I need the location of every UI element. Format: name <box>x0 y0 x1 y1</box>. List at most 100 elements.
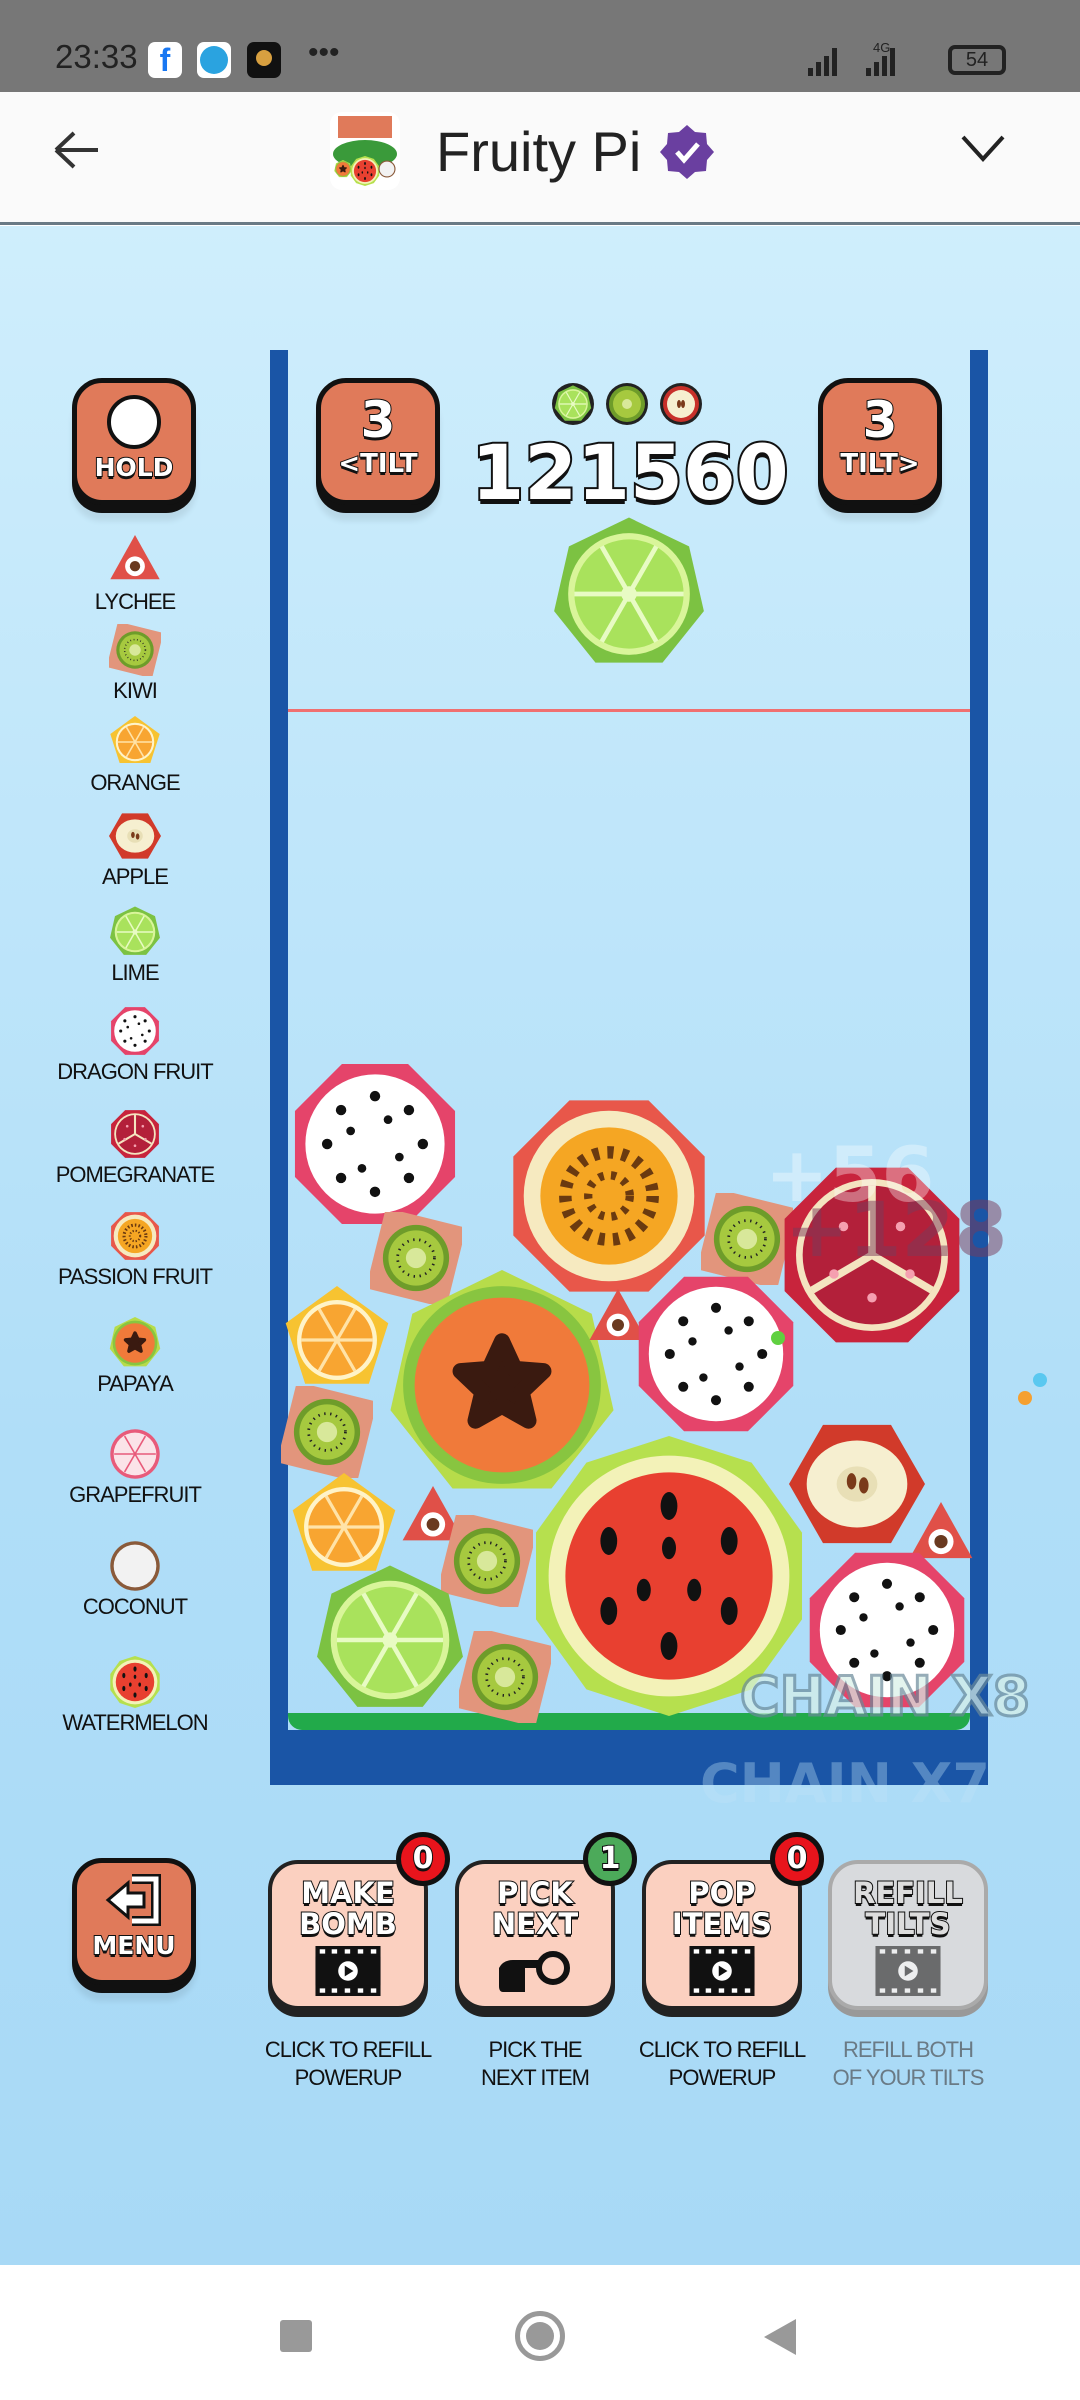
legend-label: COCONUT <box>82 1594 188 1619</box>
powerup-title-line1: POP <box>687 1876 756 1910</box>
more-notifications-icon: ••• <box>308 36 340 69</box>
status-bar: 23:33 f ••• 4G 54 <box>0 0 1080 92</box>
facebook-icon: f <box>148 42 182 78</box>
caption-line2: NEXT ITEM <box>481 2065 590 2090</box>
container-right-wall <box>970 350 988 1785</box>
powerup-caption: REFILL BOTH OF YOUR TILTS <box>808 2036 1008 2092</box>
caption-line1: CLICK TO REFILL <box>638 2037 806 2062</box>
current-fruit-lime[interactable] <box>554 518 704 663</box>
fruit-kiwi <box>281 1386 373 1478</box>
points-popup: +56 <box>765 1130 935 1219</box>
back-arrow-icon[interactable] <box>52 130 102 170</box>
caption-line1: REFILL BOTH <box>843 2037 974 2062</box>
legend-item-papaya: PAPAYA <box>30 1317 240 1397</box>
caption-line1: CLICK TO REFILL <box>264 2037 432 2062</box>
tilt-left-label: <TILT <box>337 448 418 480</box>
powerup-caption: CLICK TO REFILL POWERUP <box>248 2036 448 2092</box>
network-type: 4G <box>873 40 891 55</box>
legend-label: WATERMELON <box>62 1710 208 1735</box>
legend-item-orange: ORANGE <box>30 716 240 796</box>
fruit-passionfruit <box>513 1100 704 1291</box>
powerup-count-badge: 1 <box>583 1832 637 1886</box>
video-ad-icon <box>689 1946 755 1996</box>
battery-icon: 54 <box>948 45 1006 75</box>
hold-label: HOLD <box>94 452 175 483</box>
next-fruit-apple <box>660 383 702 425</box>
legend-item-grapefruit: GRAPEFRUIT <box>30 1428 240 1508</box>
exit-icon <box>105 1874 161 1926</box>
container-left-wall <box>270 350 288 1785</box>
legend-label: LIME <box>111 960 159 985</box>
legend-item-passionfruit: PASSION FRUIT <box>30 1210 240 1290</box>
caption-line1: PICK THE <box>488 2037 582 2062</box>
hold-button[interactable]: HOLD <box>72 378 196 505</box>
legend-label: ORANGE <box>90 770 180 795</box>
home-button[interactable] <box>515 2311 565 2361</box>
chain-popup: CHAIN X7 <box>700 1752 990 1815</box>
powerup-make-bomb-button[interactable]: MAKE BOMB <box>268 1860 428 2010</box>
caption-line2: OF YOUR TILTS <box>832 2065 985 2090</box>
legend-label: POMEGRANATE <box>55 1162 216 1187</box>
legend-label: APPLE <box>102 864 169 889</box>
fruit-dragonfruit <box>638 1276 794 1432</box>
fruit-papaya <box>390 1270 613 1489</box>
telegram-icon <box>197 42 231 78</box>
menu-label: MENU <box>91 1930 176 1961</box>
next-fruit-lime <box>552 383 594 425</box>
app-header: Fruity Pi <box>0 92 1080 225</box>
chevron-down-icon[interactable] <box>960 134 1006 164</box>
powerup-title-line2: BOMB <box>298 1907 398 1941</box>
powerup-caption: CLICK TO REFILL POWERUP <box>622 2036 822 2092</box>
powerup-pop-items-button[interactable]: POP ITEMS <box>642 1860 802 2010</box>
powerup-title-line2: TILTS <box>865 1907 952 1941</box>
legend-item-watermelon: WATERMELON <box>30 1656 240 1736</box>
legend-item-coconut: COCONUT <box>30 1540 240 1620</box>
game-icon <box>247 42 281 78</box>
fruit-orange <box>284 1286 390 1386</box>
tilt-left-count: 3 <box>360 390 397 450</box>
pointing-hand-icon <box>499 1951 570 1992</box>
legend-item-lychee: LYCHEE <box>30 535 240 615</box>
danger-line <box>288 709 970 712</box>
fruit-lychee <box>589 1289 647 1340</box>
tilt-right-count: 3 <box>862 390 899 450</box>
chain-popup: CHAIN X8 <box>739 1664 1032 1730</box>
score: 121560 <box>469 426 790 519</box>
powerup-title-line2: NEXT <box>491 1907 579 1941</box>
powerup-pick-next-button[interactable]: PICK NEXT <box>455 1860 615 2010</box>
sparkle-stars-icon <box>771 1331 1047 1405</box>
video-ad-icon <box>315 1946 381 1996</box>
powerup-title-line1: MAKE <box>300 1876 396 1910</box>
legend-label: PAPAYA <box>97 1371 174 1396</box>
powerup-title-line1: PICK <box>496 1876 574 1910</box>
legend-item-pomegranate: POMEGRANATE <box>30 1108 240 1188</box>
legend-label: GRAPEFRUIT <box>69 1482 202 1507</box>
legend-label: DRAGON FRUIT <box>57 1059 213 1084</box>
hold-slot-empty <box>107 395 161 449</box>
fruit-lychee <box>909 1502 973 1559</box>
legend-item-apple: APPLE <box>30 810 240 890</box>
app-logo <box>330 112 400 190</box>
fruit-kiwi <box>459 1631 551 1723</box>
tilt-left-button[interactable]: 3 <TILT <box>316 378 440 505</box>
menu-button[interactable]: MENU <box>72 1858 196 1985</box>
fruit-apple <box>789 1424 925 1544</box>
navigation-bar <box>0 2265 1080 2400</box>
video-ad-icon <box>875 1946 941 1996</box>
clock: 23:33 <box>55 38 138 75</box>
tilt-right-button[interactable]: 3 TILT> <box>818 378 942 505</box>
verified-badge-icon <box>660 125 714 179</box>
legend-label: KIWI <box>113 678 158 703</box>
back-button[interactable] <box>762 2317 798 2357</box>
tilt-right-label: TILT> <box>839 448 920 480</box>
next-fruit-kiwi <box>606 383 648 425</box>
caption-line2: POWERUP <box>294 2065 403 2090</box>
legend-label: PASSION FRUIT <box>57 1264 213 1289</box>
legend-label: LYCHEE <box>94 589 176 614</box>
recents-button[interactable] <box>280 2320 312 2352</box>
container-floor <box>288 1713 970 1730</box>
page-title: Fruity Pi <box>436 120 642 183</box>
powerup-count-badge: 0 <box>770 1832 824 1886</box>
powerup-refill-tilts-button[interactable]: REFILL TILTS <box>828 1860 988 2010</box>
